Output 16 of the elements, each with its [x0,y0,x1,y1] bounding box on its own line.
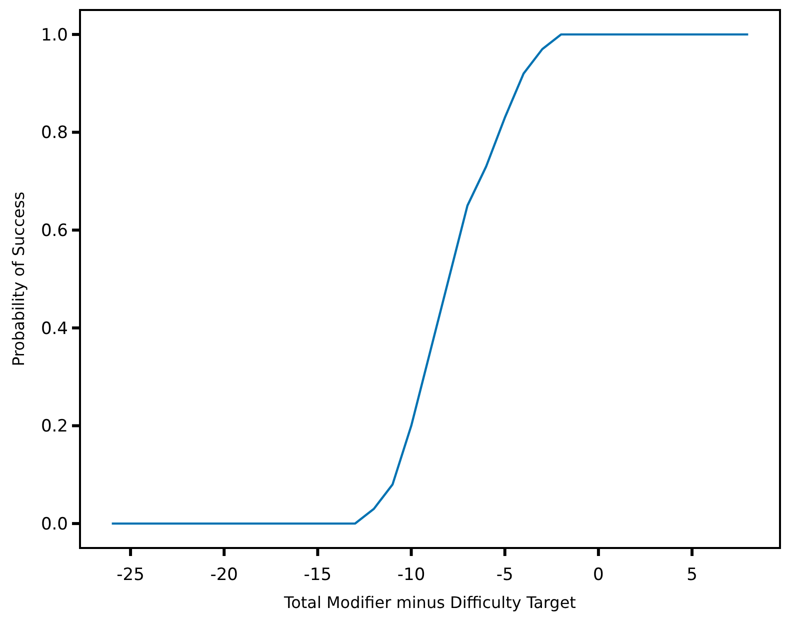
x-tick-label: -20 [210,565,238,585]
x-tick-label: -10 [397,565,426,585]
x-tick-label: -25 [116,565,144,585]
x-axis-title: Total Modifier minus Difficulty Target [283,593,576,612]
y-tick-label: 0.8 [40,123,68,144]
x-tick-label: -5 [496,565,514,585]
y-tick-label: 0.6 [40,221,68,242]
y-axis-title: Probability of Success [9,192,28,366]
y-tick-label: 1.0 [40,25,68,46]
x-tick-label: 0 [593,565,604,585]
x-tick-label: 5 [686,565,698,585]
line-series [110,33,750,525]
y-tick-label: 0.0 [40,514,68,534]
y-tick-label: 0.2 [40,416,68,437]
y-tick-label: 0.4 [40,318,68,339]
x-tick-label: -15 [304,565,332,585]
